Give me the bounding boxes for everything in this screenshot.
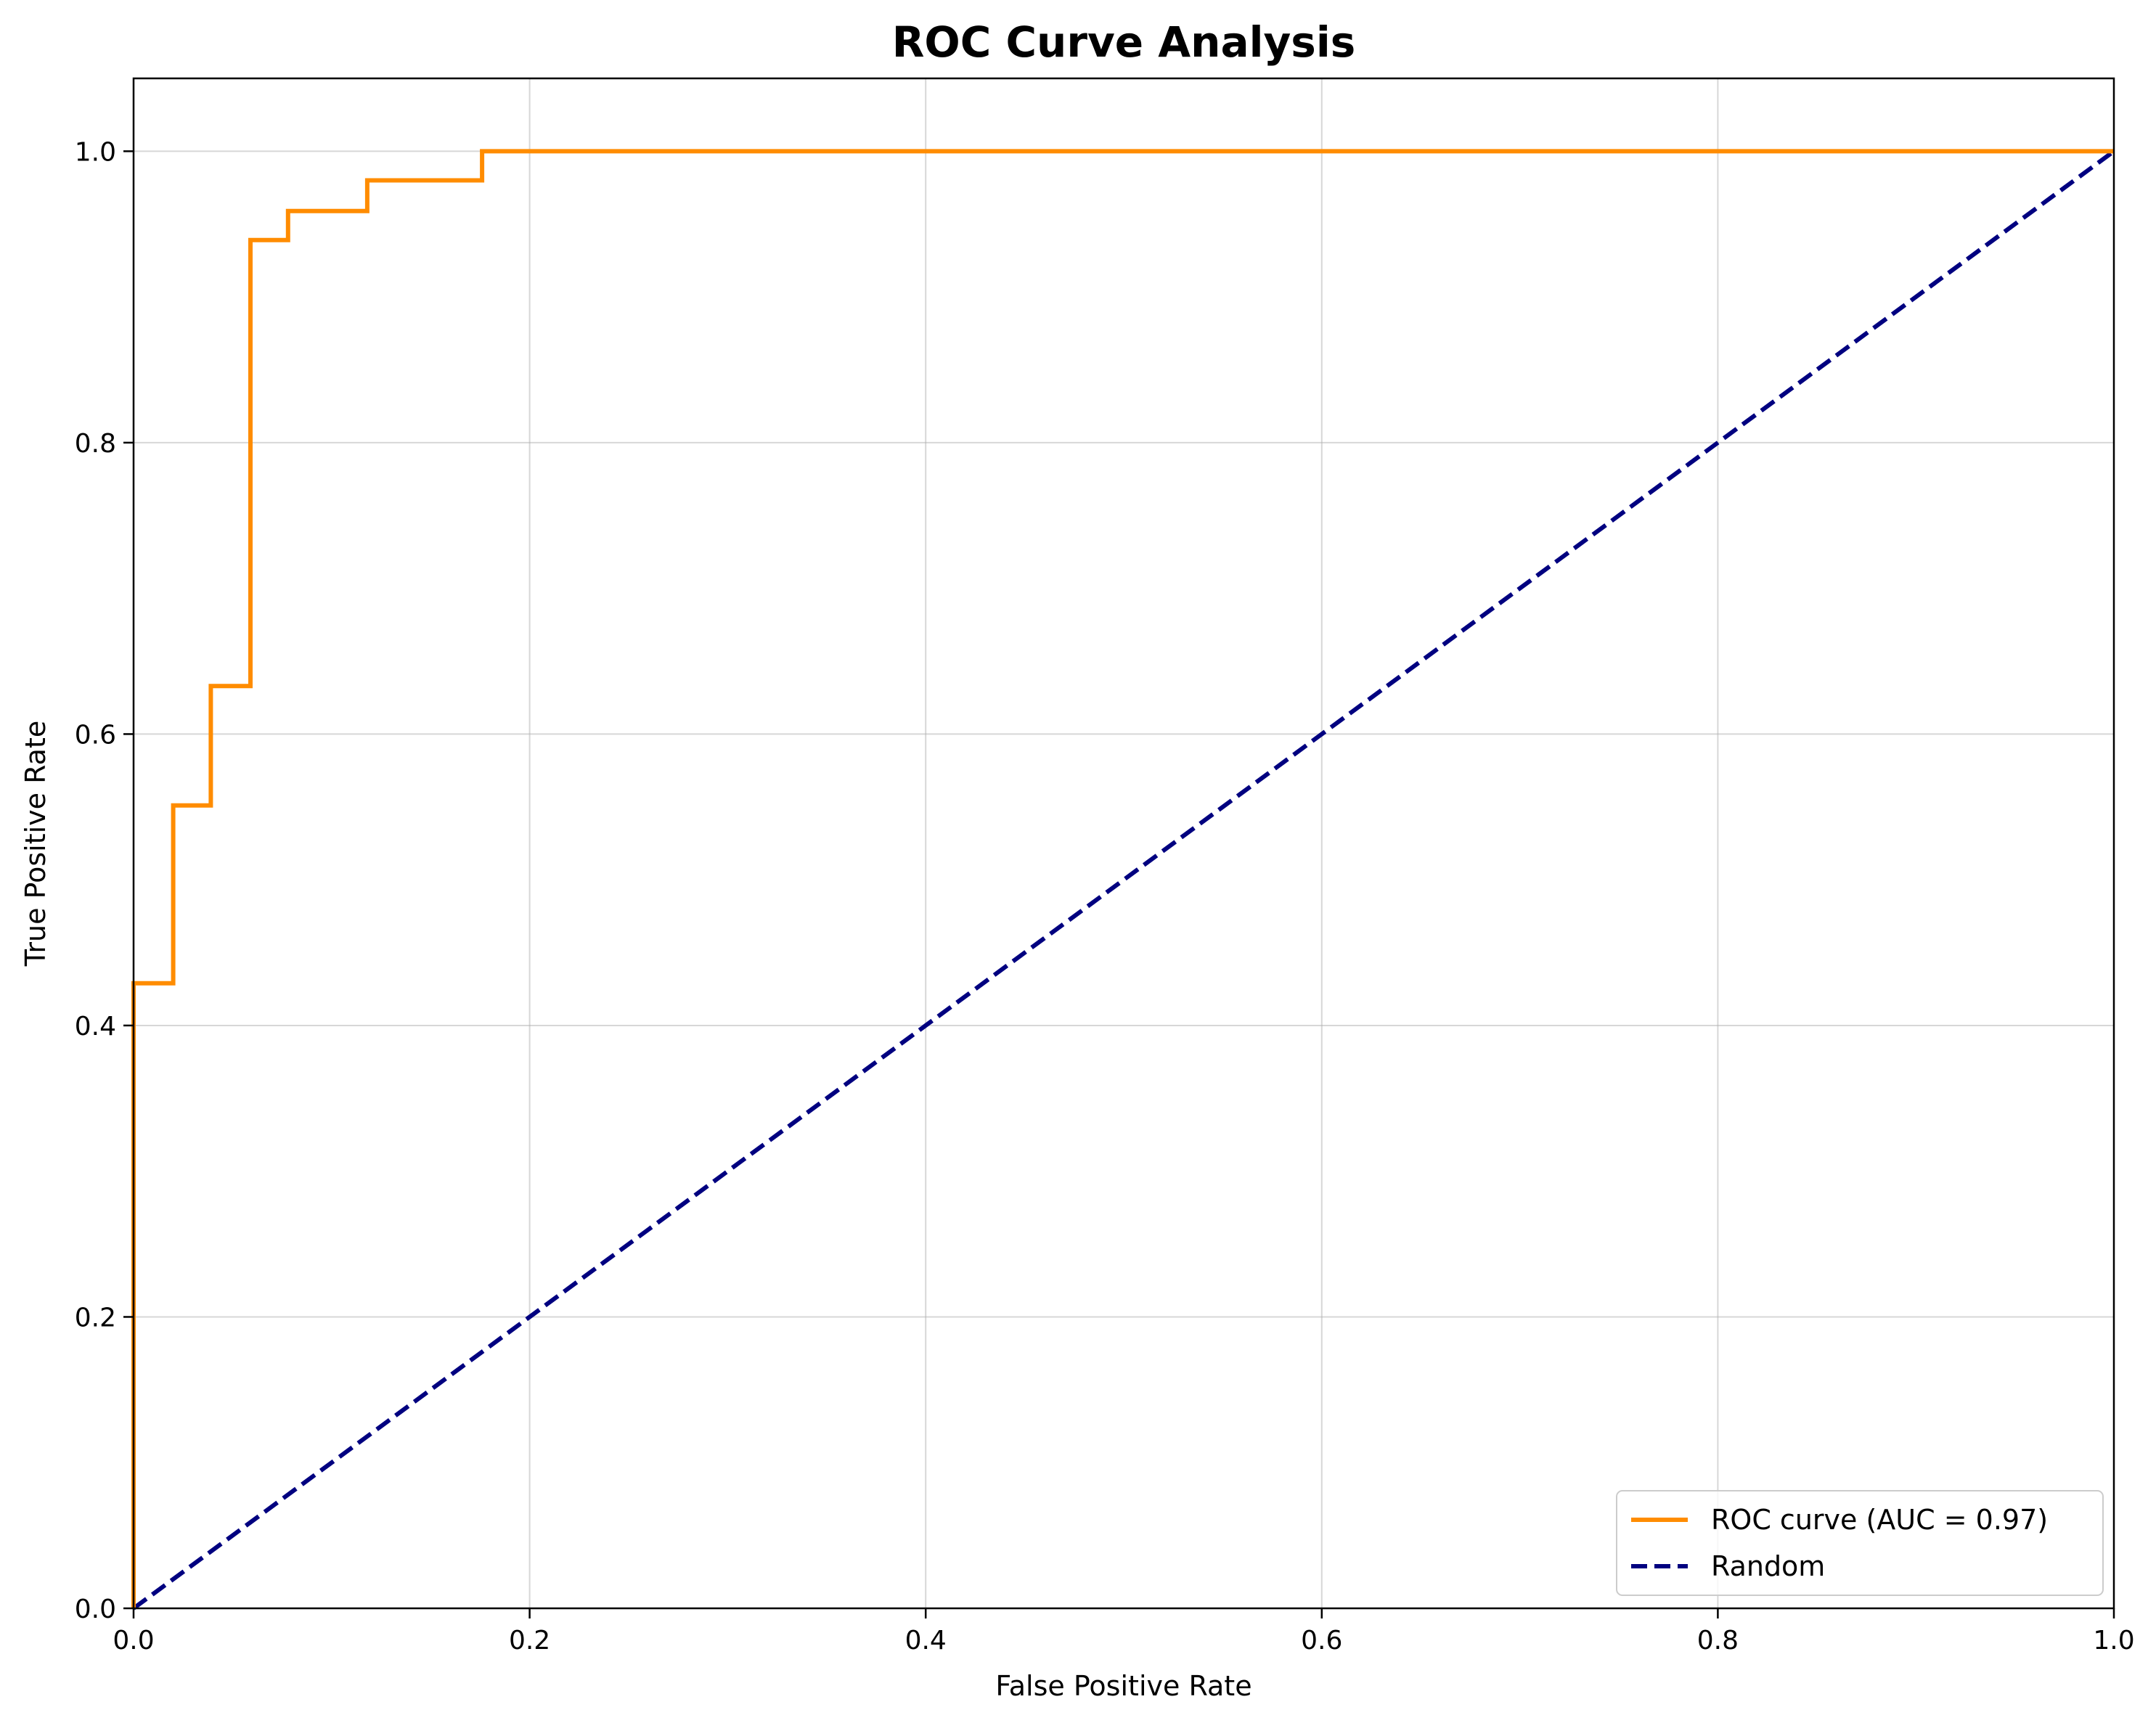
legend-entry-label: ROC curve (AUC = 0.97): [1711, 1504, 2048, 1536]
x-tick-label: 1.0: [2093, 1626, 2134, 1656]
y-tick-label: 0.4: [75, 1012, 116, 1041]
random-baseline-line: [132, 149, 2115, 1611]
y-axis-label: True Positive Rate: [20, 721, 52, 967]
x-tick-label: 0.2: [509, 1626, 550, 1656]
legend-entry-label: Random: [1711, 1550, 1825, 1582]
legend-box: [1616, 1490, 2104, 1596]
y-tick-label: 0.8: [75, 429, 116, 459]
series-layer: [131, 149, 2115, 1611]
y-tick-label: 1.0: [75, 137, 116, 167]
y-tick-label: 0.0: [75, 1595, 116, 1624]
y-tick-label: 0.2: [75, 1303, 116, 1333]
plot-frame: [132, 77, 2115, 1610]
roc-curve-line: [131, 149, 2114, 1608]
x-axis-label: False Positive Rate: [995, 1670, 1251, 1702]
x-tick-label: 0.8: [1697, 1626, 1739, 1656]
x-tick-label: 0.0: [113, 1626, 154, 1656]
legend: ROC curve (AUC = 0.97) Random: [1616, 1490, 2104, 1596]
chart-title: ROC Curve Analysis: [892, 17, 1355, 67]
ticks: 0.0 0.2 0.4 0.6 0.8 1.0 0.0 0.2 0.4 0.6 0.8 1.0: [75, 137, 2135, 1656]
x-tick-label: 0.6: [1301, 1626, 1342, 1656]
y-tick-label: 0.6: [75, 720, 116, 750]
x-tick-label: 0.4: [905, 1626, 947, 1656]
